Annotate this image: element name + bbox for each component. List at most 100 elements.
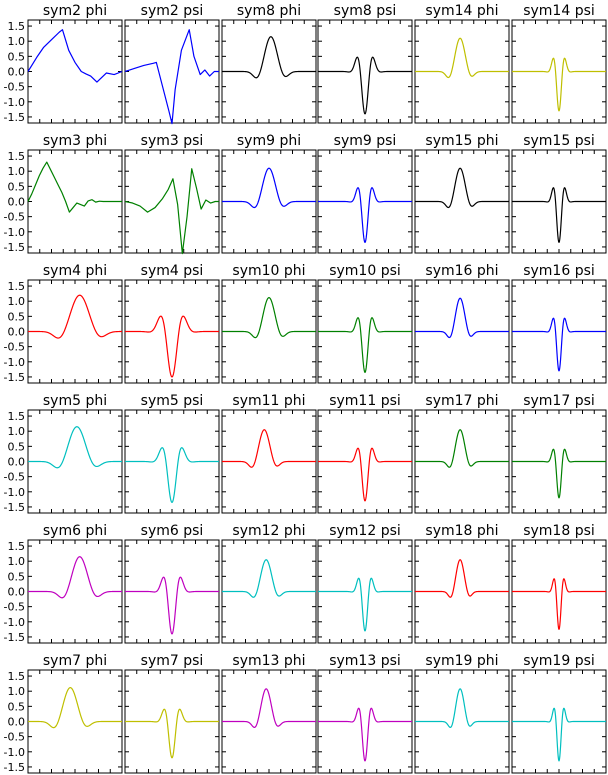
panel-title-sym8-psi: sym8 psi	[334, 3, 397, 19]
y-tick-label: 0.0	[8, 66, 26, 79]
y-tick-label: 0.5	[8, 180, 26, 193]
y-tick-label: -0.5	[4, 81, 25, 94]
y-tick-label: -0.5	[4, 601, 25, 614]
y-tick-label: 1.0	[8, 555, 26, 568]
y-tick-label: -1.5	[4, 241, 25, 254]
series-line-sym10-psi	[317, 317, 413, 373]
panel-title-sym2-psi: sym2 psi	[141, 3, 204, 19]
series-line-sym14-psi	[511, 57, 607, 112]
panel-title-sym2-phi: sym2 phi	[43, 3, 107, 19]
panel-title-sym15-phi: sym15 phi	[425, 133, 498, 149]
series-line-sym11-psi	[317, 447, 413, 502]
panel-title-sym8-phi: sym8 phi	[237, 3, 301, 19]
series-line-sym18-phi	[414, 559, 510, 598]
panel-title-sym7-phi: sym7 phi	[43, 653, 107, 669]
series-line-sym15-phi	[414, 167, 510, 209]
y-tick-label: 1.5	[8, 20, 26, 33]
series-line-sym7-phi	[27, 687, 123, 729]
series-line-sym10-phi	[221, 297, 317, 339]
panel-title-sym16-psi: sym16 psi	[523, 263, 595, 279]
y-tick-label: -1.0	[4, 96, 25, 109]
series-line-sym7-psi	[124, 708, 220, 759]
series-line-sym11-phi	[221, 429, 317, 468]
series-line-sym16-psi	[511, 317, 607, 372]
y-tick-label: 0.0	[8, 716, 26, 729]
panel-title-sym4-psi: sym4 psi	[141, 263, 204, 279]
y-tick-label: -1.0	[4, 356, 25, 369]
y-tick-label: 1.0	[8, 165, 26, 178]
series-line-sym14-phi	[414, 37, 510, 79]
panel-title-sym12-phi: sym12 phi	[232, 523, 305, 539]
panel-title-sym19-phi: sym19 phi	[425, 653, 498, 669]
y-tick-label: -1.0	[4, 486, 25, 499]
y-tick-label: -1.5	[4, 371, 25, 384]
y-tick-label: -0.5	[4, 471, 25, 484]
y-tick-label: 1.0	[8, 35, 26, 48]
series-line-sym17-psi	[511, 448, 607, 499]
panel-title-sym13-psi: sym13 psi	[329, 653, 401, 669]
y-tick-label: 0.5	[8, 440, 26, 453]
panel-title-sym11-phi: sym11 phi	[232, 393, 305, 409]
y-tick-label: 0.0	[8, 456, 26, 469]
y-tick-label: -0.5	[4, 731, 25, 744]
series-line-sym18-psi	[511, 578, 607, 630]
series-line-sym19-psi	[511, 707, 607, 762]
panel-title-sym10-phi: sym10 phi	[232, 263, 305, 279]
y-tick-label: -1.0	[4, 746, 25, 759]
panel-title-sym6-phi: sym6 phi	[43, 523, 107, 539]
y-tick-label: 0.0	[8, 326, 26, 339]
y-tick-label: -1.0	[4, 616, 25, 629]
panel-title-sym5-psi: sym5 psi	[141, 393, 204, 409]
series-line-sym13-phi	[221, 688, 317, 728]
y-tick-label: 1.5	[8, 280, 26, 293]
panel-title-sym11-psi: sym11 psi	[329, 393, 401, 409]
y-tick-label: 0.5	[8, 310, 26, 323]
series-line-sym3-phi	[27, 161, 122, 213]
series-line-sym5-phi	[27, 426, 123, 469]
panel-title-sym3-psi: sym3 psi	[141, 133, 204, 149]
panel-title-sym17-phi: sym17 phi	[425, 393, 498, 409]
y-tick-label: 1.5	[8, 150, 26, 163]
series-line-sym4-phi	[27, 294, 123, 339]
series-line-sym4-psi	[124, 315, 220, 378]
y-tick-label: -1.5	[4, 631, 25, 644]
series-line-sym2-psi	[124, 29, 219, 125]
series-line-sym15-psi	[511, 187, 607, 243]
panel-title-sym16-phi: sym16 phi	[425, 263, 498, 279]
y-tick-label: -1.5	[4, 761, 25, 774]
series-line-sym6-psi	[124, 576, 220, 635]
panel-title-sym18-phi: sym18 phi	[425, 523, 498, 539]
y-tick-label: 0.0	[8, 196, 26, 209]
y-tick-label: -1.0	[4, 226, 25, 239]
y-tick-label: 1.0	[8, 685, 26, 698]
series-line-sym8-phi	[221, 36, 317, 79]
series-line-sym12-phi	[221, 559, 317, 598]
panel-title-sym4-phi: sym4 phi	[43, 263, 107, 279]
series-line-sym19-phi	[414, 688, 510, 728]
panel-title-sym10-psi: sym10 psi	[329, 263, 401, 279]
y-tick-label: -0.5	[4, 211, 25, 224]
series-line-sym2-phi	[27, 29, 123, 83]
panel-title-sym9-phi: sym9 phi	[237, 133, 301, 149]
y-tick-label: 0.5	[8, 570, 26, 583]
panel-title-sym15-psi: sym15 psi	[523, 133, 595, 149]
panel-title-sym12-psi: sym12 psi	[329, 523, 401, 539]
series-line-sym8-psi	[317, 56, 413, 115]
panel-title-sym7-psi: sym7 psi	[141, 653, 204, 669]
y-tick-label: 1.5	[8, 670, 26, 683]
series-line-sym16-phi	[414, 297, 510, 339]
panel-title-sym18-psi: sym18 psi	[523, 523, 595, 539]
y-tick-label: 1.0	[8, 425, 26, 438]
panel-title-sym14-psi: sym14 psi	[523, 3, 595, 19]
series-line-sym9-psi	[317, 187, 413, 243]
panel-title-sym5-phi: sym5 phi	[43, 393, 107, 409]
series-line-sym3-psi	[124, 168, 219, 255]
y-tick-label: -1.5	[4, 111, 25, 124]
y-tick-label: 0.5	[8, 50, 26, 63]
panel-title-sym19-psi: sym19 psi	[523, 653, 595, 669]
series-line-sym9-phi	[221, 167, 317, 209]
y-tick-label: 1.5	[8, 410, 26, 423]
panel-frame-sym2-psi	[124, 19, 220, 124]
series-line-sym17-phi	[414, 429, 510, 468]
